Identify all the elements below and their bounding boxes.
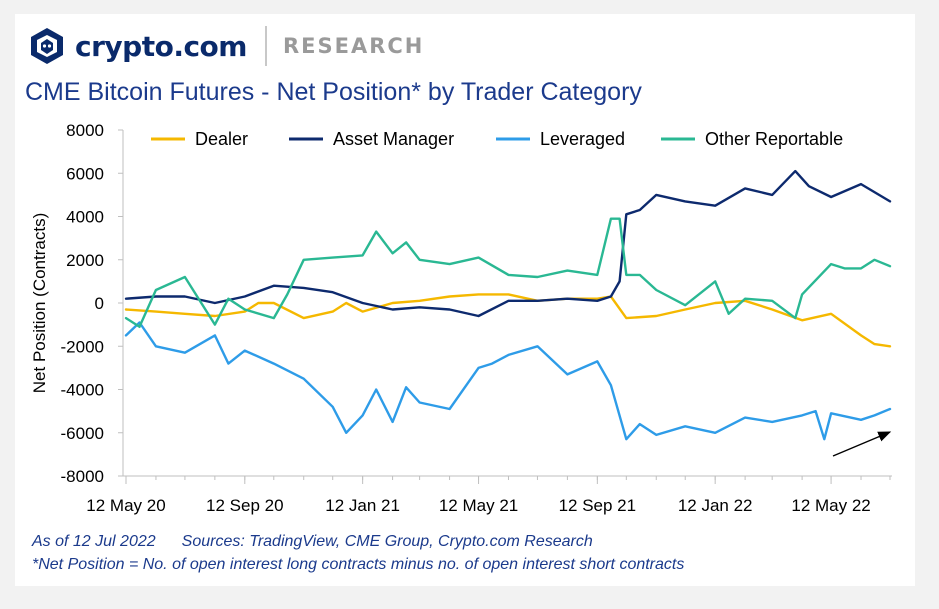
- legend-label-leveraged: Leveraged: [540, 129, 625, 149]
- as-of-date: As of 12 Jul 2022: [32, 533, 156, 550]
- y-tick-label: 8000: [66, 121, 104, 140]
- crypto-com-lion-shield-icon: [31, 28, 63, 64]
- y-tick-label: -6000: [61, 424, 104, 443]
- y-tick-label: -8000: [61, 467, 104, 486]
- y-tick-label: -4000: [61, 381, 104, 400]
- sources-text: Sources: TradingView, CME Group, Crypto.…: [181, 533, 593, 550]
- brand-name: crypto.com: [75, 29, 247, 63]
- y-axis-label: Net Position (Contracts): [30, 213, 49, 393]
- chart-title: CME Bitcoin Futures - Net Position* by T…: [25, 78, 642, 106]
- brand-divider: [264, 26, 267, 66]
- brand-header: crypto.com RESEARCH: [27, 26, 424, 66]
- section-label: RESEARCH: [282, 34, 425, 58]
- x-tick-label: 12 May 22: [791, 496, 870, 515]
- x-tick-label: 12 May 21: [439, 496, 518, 515]
- series-line-leveraged: [124, 321, 892, 441]
- x-tick-label: 12 Sep 21: [559, 496, 637, 515]
- legend-label-dealer: Dealer: [195, 129, 248, 149]
- x-tick-label: 12 Jan 21: [325, 496, 400, 515]
- footer-meta: As of 12 Jul 2022 Sources: TradingView, C…: [32, 533, 593, 551]
- trend-arrow: [832, 431, 892, 457]
- y-tick-label: 0: [95, 294, 104, 313]
- series-line-asset-manager: [124, 169, 892, 318]
- y-tick-label: 2000: [66, 251, 104, 270]
- legend-label-other-reportable: Other Reportable: [705, 129, 843, 149]
- y-tick-label: -2000: [61, 337, 104, 356]
- y-tick-label: 6000: [66, 164, 104, 183]
- y-tick-label: 4000: [66, 208, 104, 227]
- series-line-dealer: [124, 293, 892, 348]
- footnote: *Net Position = No. of open interest lon…: [32, 556, 685, 573]
- legend-label-asset-manager: Asset Manager: [333, 129, 454, 149]
- x-tick-label: 12 Sep 20: [206, 496, 284, 515]
- x-tick-label: 12 Jan 22: [678, 496, 753, 515]
- x-tick-label: 12 May 20: [86, 496, 165, 515]
- series-line-other-reportable: [124, 217, 892, 328]
